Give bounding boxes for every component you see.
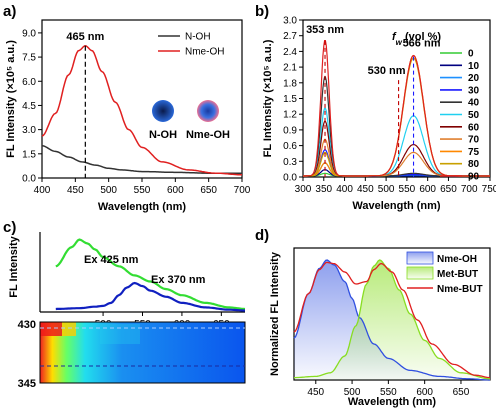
panel-b-ytick-label: 1.8 (283, 78, 297, 89)
panel-a-ytick-label: 6.0 (22, 77, 36, 88)
panel-b-annotation: 566 nm (403, 38, 441, 50)
panel-c-heatmap-frame (39, 321, 246, 384)
panel-a-ytick-label: 1.5 (22, 149, 36, 160)
panel-a-xtick-label: 400 (34, 185, 51, 196)
panel-b-legend-entry: 90 (468, 172, 480, 183)
panel-d-area-nmeoh (294, 260, 490, 380)
panel-b-ytick-label: 1.2 (283, 110, 297, 121)
panel-d-ylabel: Normalized FL Intensity (269, 251, 281, 376)
panel-b-ytick-label: 2.7 (283, 31, 297, 42)
panel-b-ytick-label: 0.6 (283, 141, 297, 152)
panel-b-label: b) (255, 3, 269, 20)
panel-b-legend-entry: 75 (468, 147, 480, 158)
panel-b-legend-entry: 40 (468, 98, 480, 109)
panel-b-ytick-label: 2.1 (283, 63, 297, 74)
panel-b-legend-entry: 30 (468, 85, 480, 96)
panel-a-ytick-label: 9.0 (22, 28, 36, 39)
panel-a-ytick-label: 7.5 (22, 53, 36, 64)
panel-a-xtick-label: 550 (134, 185, 151, 196)
panel-b-ytick-label: 0.9 (283, 125, 297, 136)
panel-c-label: c) (3, 219, 16, 236)
panel-b-xtick-label: 300 (295, 184, 312, 195)
panel-b-xlabel: Wavelength (nm) (352, 200, 441, 212)
panel-a-xlabel: Wavelength (nm) (98, 201, 187, 213)
panel-b-annotation: 530 nm (368, 65, 406, 77)
panel-b-legend-title: fw (vol %) (392, 31, 441, 47)
panel-d-series-nmebut (293, 261, 491, 379)
panel-c-heatmap-hotspot (40, 322, 62, 336)
panel-d-series-nmeoh (293, 259, 490, 381)
panel-b-ytick-label: 0.3 (283, 157, 297, 168)
panel-a-ytick-label: 4.5 (22, 101, 36, 112)
panel-d-xtick-label: 450 (307, 387, 324, 398)
panel-d-xlabel: Wavelength (nm) (348, 396, 437, 408)
panel-a-xtick-label: 450 (67, 185, 84, 196)
panel-b-legend-entry: 0 (468, 49, 474, 60)
panel-c-heatmap-ytick: 345 (18, 378, 36, 390)
panel-a-inset-particle-noh (152, 100, 174, 122)
panel-c-heatmap-hotspot (62, 322, 76, 336)
panel-b-xtick-label: 650 (440, 184, 457, 195)
panel-b-xtick-label: 550 (399, 184, 416, 195)
panel-b-ytick-label: 3.0 (283, 16, 297, 27)
panel-d-xtick-label: 550 (380, 387, 397, 398)
panel-c-series-ex425nm (55, 238, 246, 311)
panel-b-legend-entry: 80 (468, 159, 480, 170)
panel-b-xtick-label: 350 (315, 184, 332, 195)
panel-a-series-noh (41, 145, 242, 174)
panel-b-legend-entry: 60 (468, 122, 480, 133)
panel-a-ytick-label: 3.0 (22, 125, 36, 136)
panel-a-peak-annotation: 465 nm (66, 31, 104, 43)
panel-a-xtick-label: 650 (200, 185, 217, 196)
panel-a-legend-entry: N-OH (185, 32, 211, 43)
panel-d-legend-entry: Nme-OH (437, 254, 477, 265)
panel-d-series-metbut (294, 259, 490, 380)
panel-a-inset-particle-nmeoh (197, 100, 219, 122)
panel-c-heatmap-region (100, 324, 140, 344)
panel-d-legend-entry: Met-BUT (437, 269, 478, 280)
panel-b-ytick-label: 1.5 (283, 94, 297, 105)
panel-a-ytick-label: 0.0 (22, 174, 36, 185)
panel-d-legend-swatch (406, 251, 434, 265)
panel-d-area-metbut (294, 260, 490, 380)
panel-b-legend-entry: 20 (468, 73, 480, 84)
panel-d-xtick-label: 650 (453, 387, 470, 398)
panel-d-xtick-label: 500 (344, 387, 361, 398)
panel-d-label: d) (255, 227, 269, 244)
panel-a-series-nmeoh (41, 45, 242, 176)
panel-d-legend-entry: Nme-BUT (437, 284, 483, 295)
panel-d-legend-swatch (406, 266, 434, 280)
panel-a-inset-label: Nme-OH (186, 129, 230, 141)
panel-b-annotation: 353 nm (306, 24, 344, 36)
panel-b-legend-entry: 70 (468, 135, 480, 146)
panel-b-ytick-label: 0.0 (283, 173, 297, 184)
panel-d-xtick-label: 600 (416, 387, 433, 398)
panel-b-xtick-label: 450 (357, 184, 374, 195)
panel-c-series-ex370nm (55, 281, 245, 312)
panel-b-xtick-label: 400 (336, 184, 353, 195)
panel-c-heatmap-ytick: 430 (18, 319, 36, 331)
panel-a-label: a) (3, 3, 16, 20)
panel-a-xtick-label: 500 (100, 185, 117, 196)
panel-a-plot-frame (41, 19, 243, 179)
panel-b-ylabel: FL Intensity (×10⁵ a.u.) (262, 39, 274, 157)
panel-c-series-label: Ex 370 nm (151, 274, 206, 286)
panel-b-ytick-label: 2.4 (283, 47, 297, 58)
panel-b-legend-entry: 10 (468, 61, 480, 72)
panel-a-ylabel: FL Intensity (×10⁵ a.u.) (5, 40, 17, 158)
panel-c-series-label: Ex 425 nm (84, 254, 139, 266)
panel-b-xtick-label: 500 (378, 184, 395, 195)
panel-a-xtick-label: 700 (234, 185, 251, 196)
panel-a-xtick-label: 600 (167, 185, 184, 196)
panel-b-legend-entry: 50 (468, 110, 480, 121)
panel-b-xtick-label: 750 (482, 184, 496, 195)
panel-c-ylabel: FL Intensity (8, 235, 20, 297)
panel-b-xtick-label: 700 (461, 184, 478, 195)
panel-a-legend-entry: Nme-OH (185, 47, 224, 58)
panel-b-xtick-label: 600 (419, 184, 436, 195)
panel-a-inset-label: N-OH (149, 129, 177, 141)
